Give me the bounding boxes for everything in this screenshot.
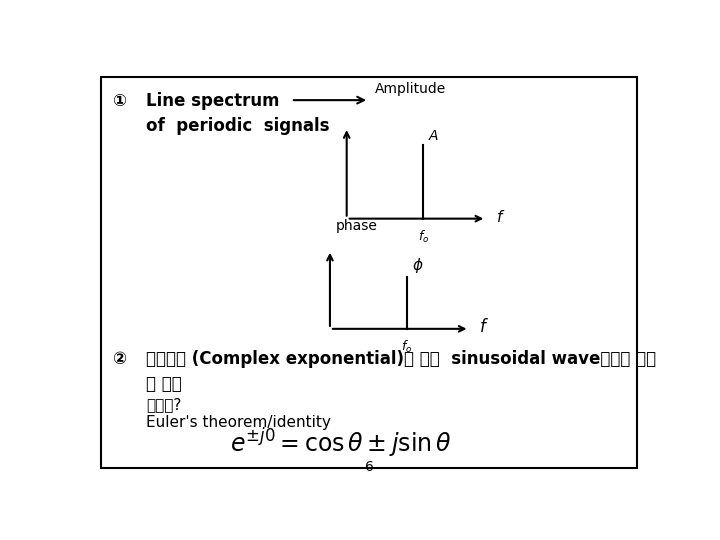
Text: 복소지수 (Complex exponential)에 의한  sinusoidal wave정현파 신호: 복소지수 (Complex exponential)에 의한 sinusoida…	[145, 349, 656, 368]
FancyBboxPatch shape	[101, 77, 637, 468]
Text: $f$: $f$	[480, 318, 490, 336]
Text: phase: phase	[336, 219, 377, 233]
Text: $A$: $A$	[428, 130, 439, 144]
Text: Amplitude: Amplitude	[374, 82, 446, 96]
Text: ②: ②	[112, 349, 127, 368]
Text: Euler's theorem/identity: Euler's theorem/identity	[145, 415, 330, 430]
Text: $e^{\pm j0} = \cos\theta \pm j\sin\theta$: $e^{\pm j0} = \cos\theta \pm j\sin\theta…	[230, 427, 452, 460]
Text: Line spectrum: Line spectrum	[145, 92, 279, 110]
Text: 6: 6	[364, 461, 374, 474]
Text: 의 표현: 의 표현	[145, 375, 181, 393]
Text: of  periodic  signals: of periodic signals	[145, 117, 329, 135]
Text: ①: ①	[112, 92, 127, 110]
Text: $f$: $f$	[496, 208, 505, 225]
Text: $\phi$: $\phi$	[413, 256, 424, 275]
Text: 복소수?: 복소수?	[145, 397, 181, 413]
Text: $f_o$: $f_o$	[418, 229, 429, 245]
Text: $f_o$: $f_o$	[401, 339, 413, 355]
